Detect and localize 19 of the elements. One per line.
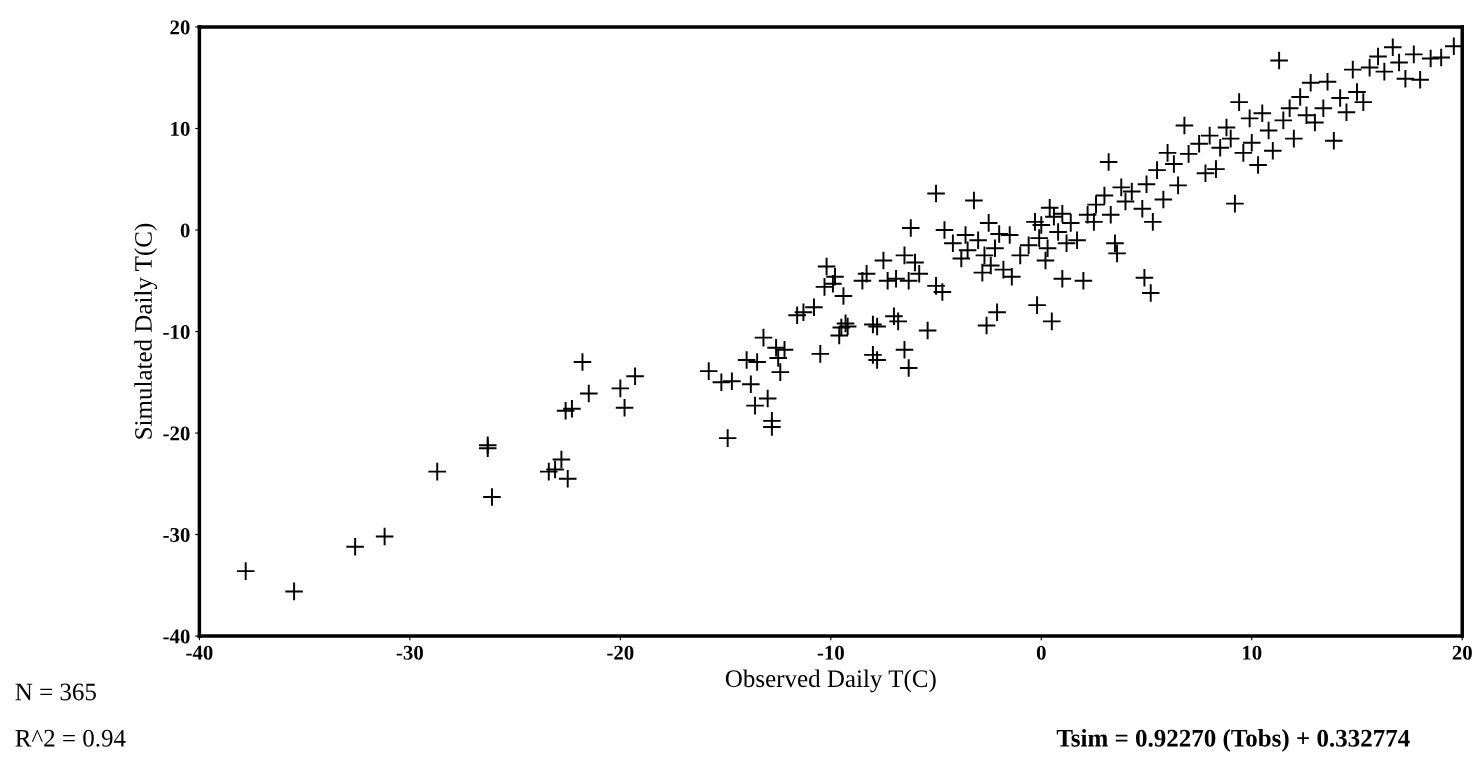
x-tick-label: -40 [186, 645, 213, 660]
y-tick-label: -20 [163, 426, 190, 441]
x-tick-label: 0 [1036, 645, 1046, 660]
y-tick-label: 10 [171, 121, 190, 136]
x-tick-label: -20 [607, 645, 634, 660]
x-axis-title: Observed Daily T(C) [725, 669, 936, 693]
y-tick-label: -40 [163, 629, 190, 644]
text: R^2 = 0.94 [15, 729, 126, 747]
y-axis-title: Simulated Daily T(C) [134, 223, 158, 439]
x-tick-label: -30 [396, 645, 423, 660]
text: N = 365 [15, 683, 96, 701]
y-tick-label: 20 [170, 20, 190, 35]
y-tick-label: 0 [180, 223, 190, 238]
x-tick-label: 10 [1243, 645, 1262, 660]
x-tick-label: 20 [1452, 645, 1472, 660]
text: Tsim = 0.92270 (Tobs) + 0.332774 [1056, 729, 1410, 752]
y-tick-label: -30 [163, 527, 190, 542]
x-tick-label: -10 [817, 645, 844, 660]
y-tick-label: -10 [163, 324, 190, 339]
